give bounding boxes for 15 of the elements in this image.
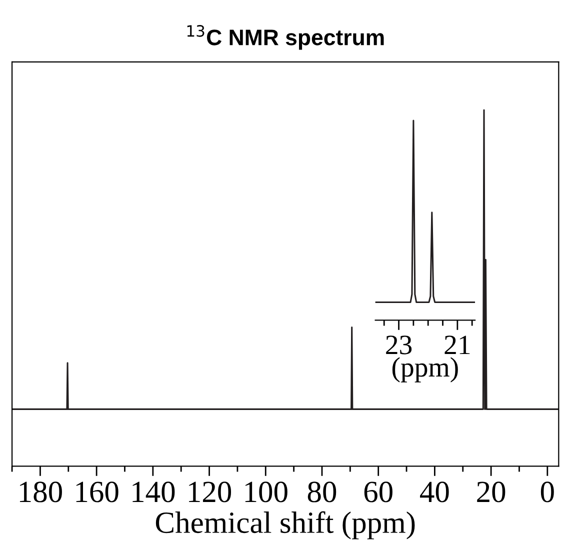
x-tick-label: 20	[477, 482, 506, 502]
x-tick-label: 40	[420, 482, 449, 502]
x-tick-label: 21	[444, 336, 470, 354]
chart-title: $^{13}$C NMR spectrum	[187, 25, 384, 50]
x-tick-label: 180	[20, 482, 62, 502]
x-tick-label: 160	[76, 482, 118, 502]
x-tick-label: 60	[364, 482, 392, 502]
x-axis-title: Chemical shift (ppm)	[156, 511, 415, 540]
x-tick-label: 140	[132, 482, 175, 502]
x-tick-label: 23	[386, 336, 412, 354]
x-axis-title: (ppm)	[392, 357, 458, 382]
x-tick-label: 0	[540, 482, 554, 502]
x-tick-label: 100	[245, 482, 288, 502]
x-tick-label: 80	[308, 482, 336, 502]
x-tick-label: 120	[189, 482, 232, 502]
